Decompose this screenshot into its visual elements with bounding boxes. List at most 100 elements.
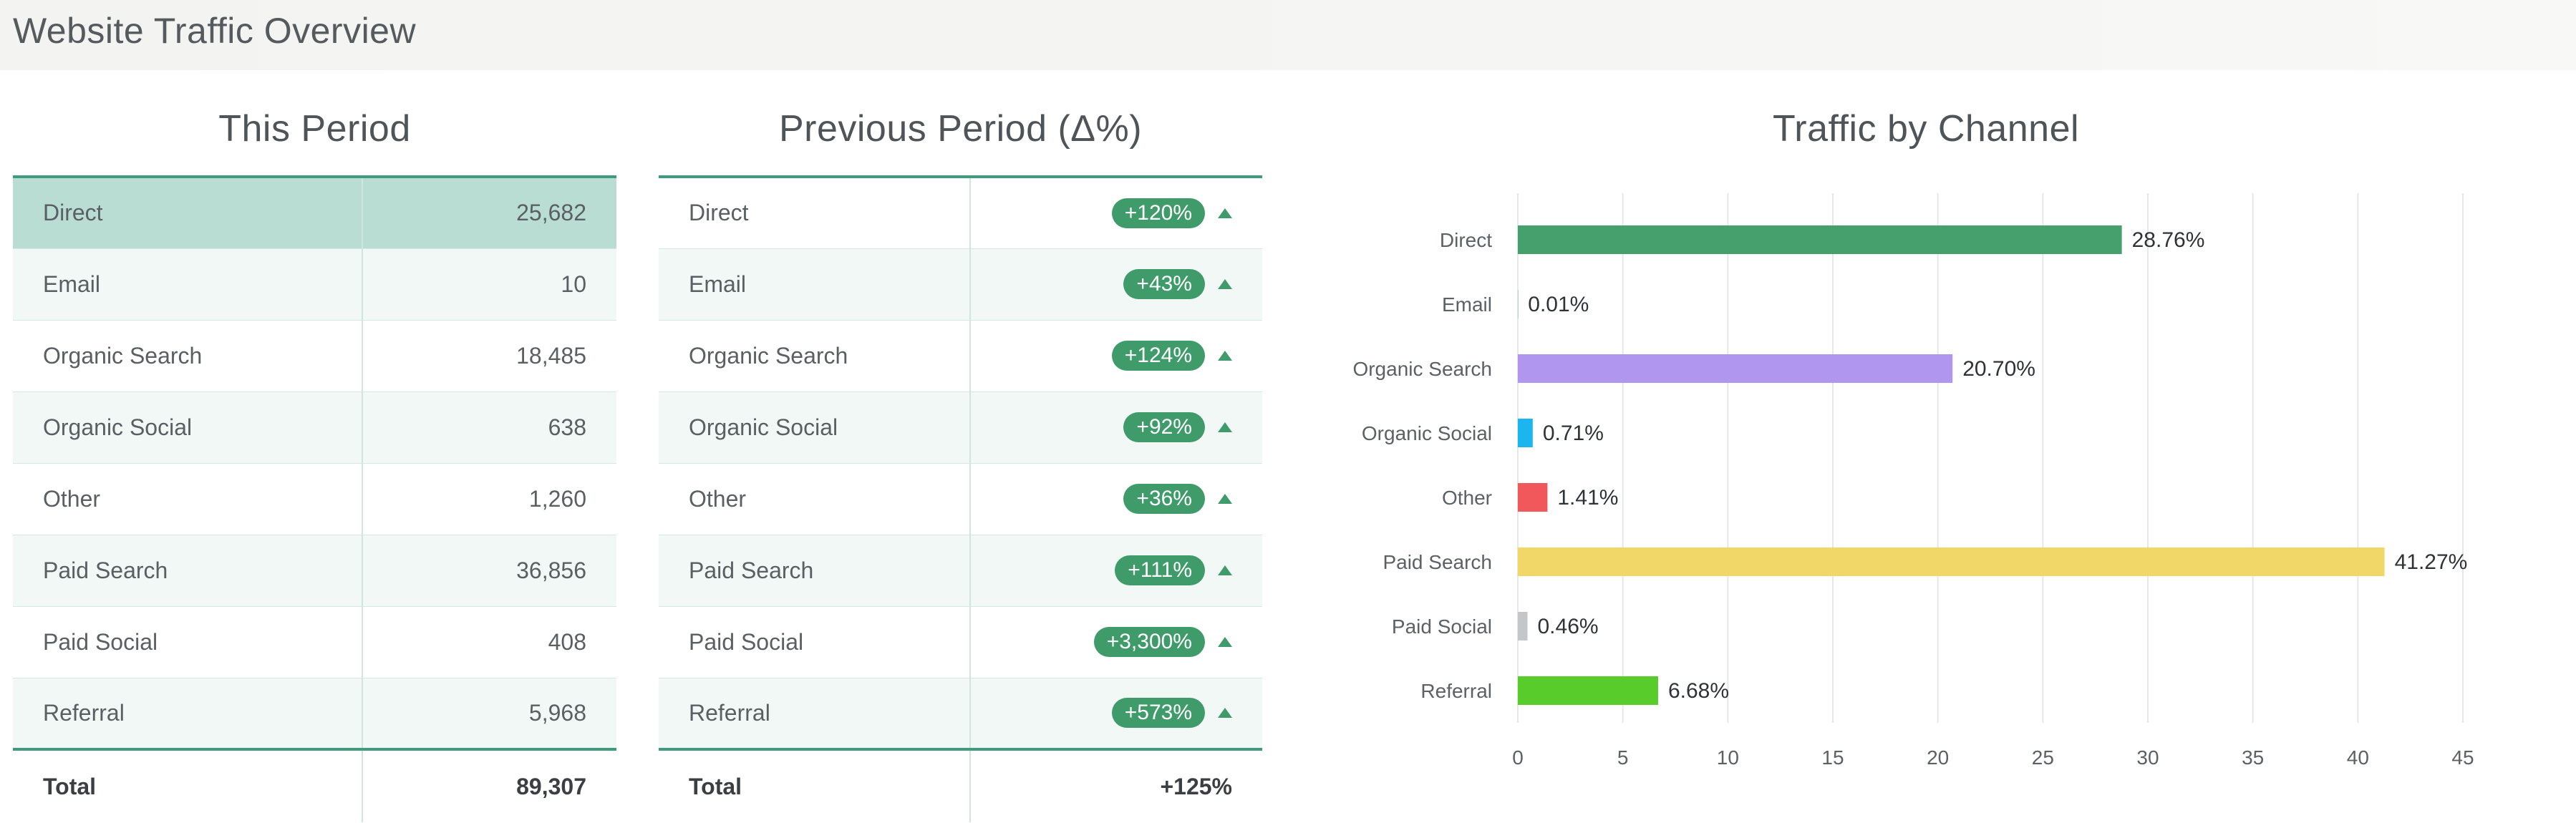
bar — [1518, 547, 2385, 576]
channel-label: Organic Search — [659, 320, 971, 392]
y-tick-label: Organic Social — [1362, 422, 1492, 444]
table-row: Organic Search 18,485 — [13, 320, 616, 392]
bar — [1518, 676, 1658, 705]
data-label: 0.46% — [1537, 615, 1598, 638]
delta-badge: +3,300% — [1093, 627, 1205, 657]
delta-indicator: +92% — [1123, 412, 1232, 442]
table-row: Organic Social 638 — [13, 391, 616, 464]
delta-indicator: +36% — [1123, 484, 1232, 514]
arrow-up-icon — [1218, 208, 1232, 218]
y-tick-label: Paid Social — [1392, 615, 1492, 638]
x-tick-label: 30 — [2136, 746, 2159, 769]
table-row: Other +36% — [659, 463, 1262, 535]
channel-value: 25,682 — [362, 175, 616, 249]
channel-label: Referral — [659, 678, 971, 750]
delta-cell: +43% — [970, 248, 1262, 321]
channel-label: Paid Social — [13, 606, 363, 678]
delta-badge: +92% — [1123, 412, 1205, 442]
total-value: 89,307 — [362, 748, 616, 822]
x-tick-label: 35 — [2242, 746, 2264, 769]
table-row: Paid Search 36,856 — [13, 535, 616, 607]
table-row: Email +43% — [659, 248, 1262, 321]
y-tick-label: Organic Search — [1352, 358, 1492, 380]
data-label: 41.27% — [2395, 550, 2468, 574]
total-label: Total — [659, 748, 971, 822]
total-delta: +125% — [970, 748, 1262, 822]
delta-cell: +36% — [970, 463, 1262, 535]
channel-value: 408 — [362, 606, 616, 678]
delta-indicator: +43% — [1123, 269, 1232, 299]
delta-cell: +573% — [970, 678, 1262, 750]
arrow-up-icon — [1218, 708, 1232, 719]
channel-label: Organic Search — [13, 320, 363, 392]
arrow-up-icon — [1218, 494, 1232, 504]
arrow-up-icon — [1218, 422, 1232, 432]
bar — [1518, 483, 1548, 512]
channel-label: Email — [13, 248, 363, 321]
y-tick-label: Direct — [1440, 229, 1492, 251]
channel-label: Other — [13, 463, 363, 535]
bar — [1518, 419, 1533, 447]
x-tick-label: 10 — [1717, 746, 1739, 769]
channel-value: 10 — [362, 248, 616, 321]
channel-value: 638 — [362, 391, 616, 464]
data-label: 0.71% — [1543, 422, 1604, 445]
delta-cell: +92% — [970, 391, 1262, 464]
previous-period-table: Direct +120% Email +43% Organic Search +124% O… — [659, 175, 1262, 822]
this-period-title: This Period — [218, 108, 411, 150]
table-row: Email 10 — [13, 248, 616, 321]
x-tick-label: 40 — [2347, 746, 2369, 769]
channel-value: 1,260 — [362, 463, 616, 535]
arrow-up-icon — [1218, 565, 1232, 575]
table-row: Direct +120% — [659, 175, 1262, 249]
data-label: 0.01% — [1528, 293, 1589, 316]
bar — [1518, 354, 1953, 383]
table-row: Paid Search +111% — [659, 535, 1262, 607]
delta-indicator: +124% — [1111, 341, 1232, 371]
total-row: Total 89,307 — [13, 748, 616, 822]
table-row: Direct 25,682 — [13, 175, 616, 249]
arrow-up-icon — [1218, 351, 1232, 361]
data-label: 1.41% — [1557, 486, 1618, 510]
data-label: 6.68% — [1668, 679, 1729, 703]
table-row: Paid Social 408 — [13, 606, 616, 678]
channel-label: Organic Social — [13, 391, 363, 464]
bar — [1518, 612, 1528, 641]
page-header: Website Traffic Overview — [0, 0, 2576, 70]
delta-badge: +573% — [1111, 698, 1205, 729]
table-row: Referral +573% — [659, 678, 1262, 750]
chart-title: Traffic by Channel — [1772, 108, 2080, 150]
delta-indicator: +120% — [1111, 198, 1232, 228]
channel-value: 36,856 — [362, 535, 616, 607]
y-tick-label: Email — [1442, 293, 1492, 316]
delta-cell: +3,300% — [970, 606, 1262, 678]
x-tick-label: 0 — [1512, 746, 1524, 769]
x-tick-label: 20 — [1927, 746, 1949, 769]
arrow-up-icon — [1218, 637, 1232, 647]
delta-cell: +124% — [970, 320, 1262, 392]
table-row: Referral 5,968 — [13, 678, 616, 750]
table-row: Organic Social +92% — [659, 391, 1262, 464]
x-tick-label: 5 — [1617, 746, 1629, 769]
delta-badge: +36% — [1123, 484, 1205, 514]
delta-cell: +111% — [970, 535, 1262, 607]
bar — [1518, 225, 2122, 254]
channel-label: Email — [659, 248, 971, 321]
channel-value: 5,968 — [362, 678, 616, 750]
channel-label: Paid Search — [659, 535, 971, 607]
channel-value: 18,485 — [362, 320, 616, 392]
delta-indicator: +3,300% — [1093, 627, 1232, 657]
channel-label: Organic Social — [659, 391, 971, 464]
channel-label: Paid Search — [13, 535, 363, 607]
total-row: Total +125% — [659, 748, 1262, 822]
delta-indicator: +111% — [1115, 555, 1232, 585]
delta-badge: +124% — [1111, 341, 1205, 371]
delta-badge: +111% — [1115, 555, 1205, 585]
channel-label: Referral — [13, 678, 363, 750]
page-title: Website Traffic Overview — [13, 11, 417, 51]
total-label: Total — [13, 748, 363, 822]
x-tick-label: 25 — [2032, 746, 2054, 769]
channel-label: Direct — [13, 175, 363, 249]
table-row: Paid Social +3,300% — [659, 606, 1262, 678]
this-period-table: Direct 25,682 Email 10 Organic Search 18,485 O… — [13, 175, 616, 822]
